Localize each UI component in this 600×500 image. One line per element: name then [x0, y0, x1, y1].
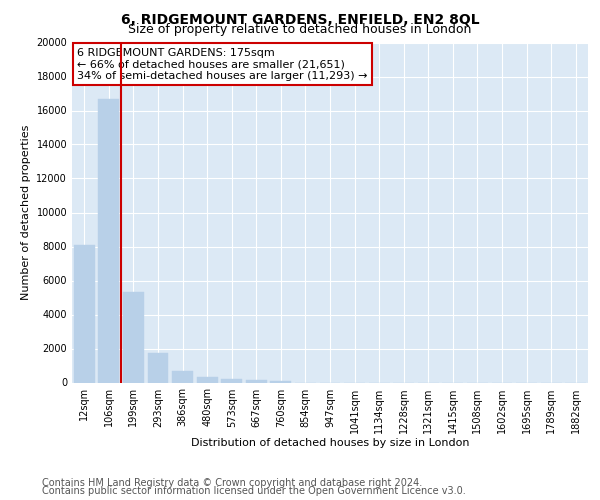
Bar [74, 245, 95, 382]
Text: 6 RIDGEMOUNT GARDENS: 175sqm
← 66% of detached houses are smaller (21,651)
34% o: 6 RIDGEMOUNT GARDENS: 175sqm ← 66% of de… [77, 48, 368, 81]
Bar [246, 380, 267, 382]
Text: Size of property relative to detached houses in London: Size of property relative to detached ho… [128, 22, 472, 36]
Text: 6, RIDGEMOUNT GARDENS, ENFIELD, EN2 8QL: 6, RIDGEMOUNT GARDENS, ENFIELD, EN2 8QL [121, 12, 479, 26]
Y-axis label: Number of detached properties: Number of detached properties [21, 125, 31, 300]
Bar [172, 370, 193, 382]
Bar [123, 292, 144, 382]
Bar [98, 100, 119, 383]
Text: Contains HM Land Registry data © Crown copyright and database right 2024.: Contains HM Land Registry data © Crown c… [42, 478, 422, 488]
Bar [271, 381, 292, 382]
X-axis label: Distribution of detached houses by size in London: Distribution of detached houses by size … [191, 438, 469, 448]
Bar [221, 379, 242, 382]
Text: Contains public sector information licensed under the Open Government Licence v3: Contains public sector information licen… [42, 486, 466, 496]
Bar [197, 377, 218, 382]
Bar [148, 353, 169, 382]
